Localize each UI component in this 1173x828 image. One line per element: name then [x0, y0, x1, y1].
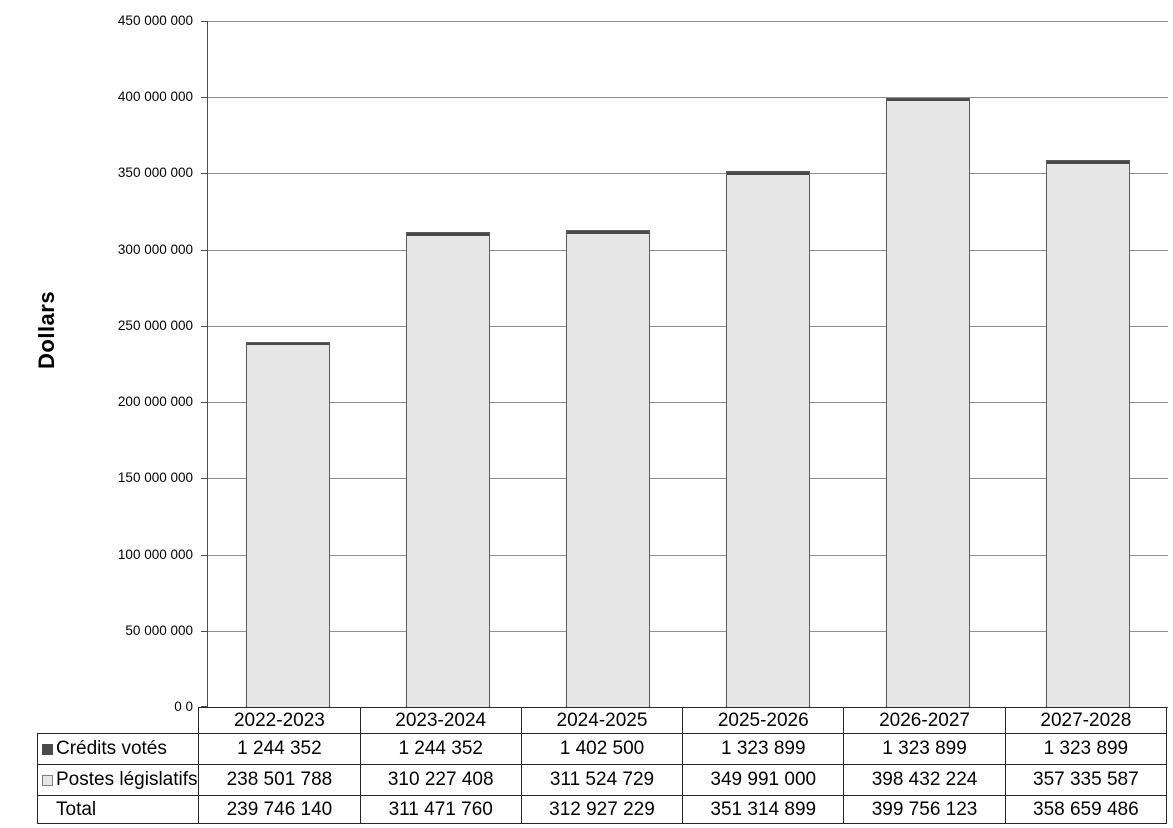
y-tick-label: 150 000 000: [117, 470, 193, 486]
gridline: [208, 97, 1168, 98]
table-cell: 310 227 408: [359, 764, 522, 796]
gridline: [208, 173, 1168, 174]
row-label-cell: Total: [36, 795, 200, 824]
y-axis-tick: [201, 631, 207, 632]
y-tick-label: 300 000 000: [117, 241, 193, 257]
table-cell: 398 432 224: [843, 764, 1006, 796]
bar-segment-credits-votes-2022-2023: [247, 342, 329, 345]
bar-segment-credits-votes-2023-2024: [407, 233, 489, 236]
y-axis-tick: [201, 706, 207, 707]
gridline: [208, 250, 1168, 251]
row-label-cell: Postes législatifs: [36, 764, 200, 796]
gridline: [208, 21, 1168, 22]
table-cell: 239 746 140: [198, 795, 361, 824]
row-label: Postes législatifs: [56, 769, 198, 790]
bar-segment-credits-votes-2026-2027: [887, 98, 969, 102]
gridline: [208, 326, 1168, 327]
gridline: [208, 555, 1168, 556]
y-tick-label: 100 000 000: [117, 546, 193, 562]
gridline: [208, 402, 1168, 403]
y-axis-tick: [201, 21, 207, 22]
bar-2024-2025: [566, 230, 650, 707]
row-label: Total: [56, 798, 97, 820]
table-cell: 1 244 352: [198, 733, 361, 765]
postes-legislatifs-legend-icon: [42, 775, 53, 786]
year-header: 2027-2028: [1004, 707, 1168, 734]
y-tick-label: 350 000 000: [117, 165, 193, 181]
table-cell: 1 323 899: [1004, 733, 1168, 765]
y-tick-label: 450 000 000: [117, 13, 193, 28]
bar-segment-credits-votes-2024-2025: [567, 231, 649, 234]
data-table: 2022-2023 2023-2024 2024-2025 2025-2026 …: [36, 707, 1168, 824]
y-tick-label: 0 0: [174, 699, 193, 714]
y-axis-tick: [201, 173, 207, 174]
bar-2025-2026: [726, 171, 810, 707]
year-header: 2026-2027: [843, 707, 1006, 734]
bar-2023-2024: [406, 232, 490, 707]
table-row-total: Total 239 746 140 311 471 760 312 927 22…: [36, 795, 1168, 824]
gridline: [208, 478, 1168, 479]
bar-2026-2027: [886, 97, 970, 707]
table-cell: 312 927 229: [520, 795, 684, 824]
y-axis-tick: [201, 555, 207, 556]
table-row-postes-legislatifs: Postes législatifs 238 501 788 310 227 4…: [36, 764, 1168, 796]
row-label: Crédits votés: [56, 738, 167, 759]
y-tick-label: 50 000 000: [125, 622, 193, 638]
y-tick-label: 250 000 000: [117, 317, 193, 333]
row-label-cell: Crédits votés: [36, 733, 200, 765]
credits-votes-legend-icon: [42, 744, 53, 755]
year-header: 2022-2023: [198, 707, 361, 734]
total-legend-spacer: [42, 805, 53, 816]
year-header: 2025-2026: [682, 707, 845, 734]
table-cell: 1 323 899: [843, 733, 1006, 765]
table-cell: 399 756 123: [843, 795, 1006, 824]
table-header-row: 2022-2023 2023-2024 2024-2025 2025-2026 …: [38, 707, 1168, 734]
table-cell: 349 991 000: [682, 764, 845, 796]
gridline: [208, 631, 1168, 632]
table-corner-cell: [38, 708, 199, 734]
table-cell: 358 659 486: [1004, 795, 1168, 824]
y-axis-tick: [201, 402, 207, 403]
table-cell: 311 471 760: [359, 795, 522, 824]
plot-area: [201, 21, 1168, 708]
bar-segment-credits-votes-2025-2026: [727, 172, 809, 175]
y-axis-tick: [201, 478, 207, 479]
table-row-credits-votes: Crédits votés 1 244 352 1 244 352 1 402 …: [36, 733, 1168, 765]
table-cell: 1 323 899: [682, 733, 845, 765]
y-axis-tick: [201, 250, 207, 251]
bar-2027-2028: [1046, 160, 1130, 707]
bar-2022-2023: [246, 341, 330, 707]
table-cell: 311 524 729: [520, 764, 684, 796]
table-cell: 238 501 788: [198, 764, 361, 796]
table-cell: 1 244 352: [359, 733, 522, 765]
y-axis-tick: [201, 97, 207, 98]
y-axis-tick: [201, 326, 207, 327]
year-header: 2023-2024: [359, 707, 522, 734]
table-cell: 357 335 587: [1004, 764, 1168, 796]
year-header: 2024-2025: [520, 707, 684, 734]
y-tick-label: 400 000 000: [117, 89, 193, 105]
table-cell: 351 314 899: [682, 795, 845, 824]
y-tick-label: 200 000 000: [117, 394, 193, 410]
bar-segment-credits-votes-2027-2028: [1047, 161, 1129, 164]
table-cell: 1 402 500: [520, 733, 684, 765]
